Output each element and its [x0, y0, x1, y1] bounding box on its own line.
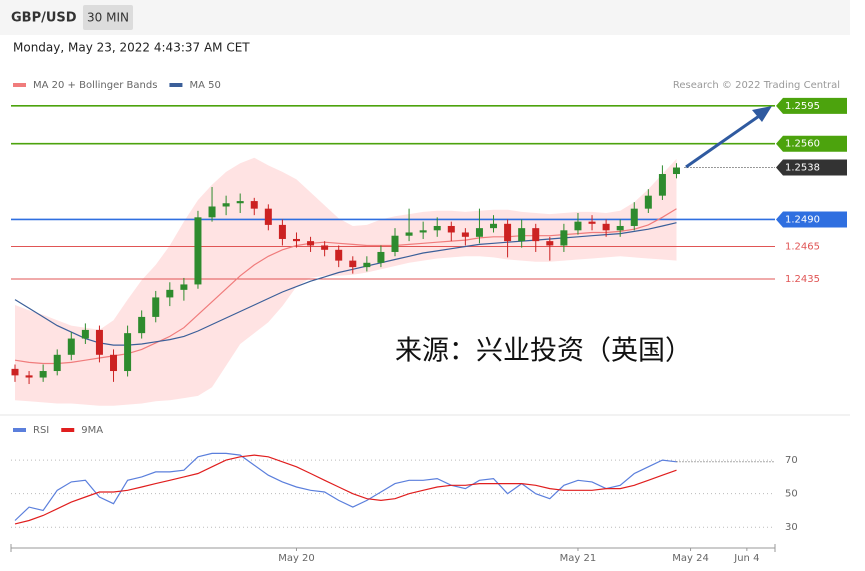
candle-body: [278, 224, 286, 239]
level-tag: [776, 97, 847, 114]
candle-body: [504, 223, 512, 242]
candle-body: [518, 228, 526, 242]
legend-label: MA 50: [189, 80, 220, 91]
candle-body: [208, 206, 216, 218]
candle-body: [658, 174, 666, 196]
candle-body: [180, 284, 188, 290]
candle-body: [560, 230, 568, 246]
interval[interactable]: 30 MIN: [87, 11, 129, 25]
trend-arrow: [685, 112, 763, 169]
candle-body: [672, 167, 680, 175]
candle-body: [433, 225, 441, 231]
x-tick-label: Jun 4: [733, 553, 759, 564]
x-tick-label: May 20: [278, 553, 315, 564]
candle-body: [250, 201, 258, 209]
header-bar: [0, 0, 850, 35]
legend-swatch: [13, 428, 26, 432]
candle-body: [377, 251, 385, 263]
candle-body: [588, 221, 596, 224]
level-label: 1.2595: [785, 101, 820, 112]
candle-body: [616, 225, 624, 231]
candle-body: [110, 354, 118, 372]
candle-body: [124, 333, 132, 372]
candle-body: [292, 238, 300, 242]
candle-body: [546, 241, 554, 246]
candle-body: [419, 230, 427, 233]
x-tick-label: May 24: [672, 553, 709, 564]
indicator-line: [14, 454, 677, 525]
level-tag: [776, 135, 847, 152]
candle-body: [194, 217, 202, 285]
candle-body: [405, 232, 413, 236]
candle-body: [53, 354, 61, 372]
candle-body: [95, 329, 103, 355]
candle-body: [335, 249, 343, 261]
candle-body: [39, 371, 47, 378]
level-label: 1.2538: [785, 163, 820, 174]
candle-body: [236, 201, 244, 204]
credit: Research © 2022 Trading Central: [673, 80, 840, 91]
level-tag: [776, 159, 847, 176]
candle-body: [81, 329, 89, 339]
candle-body: [532, 228, 540, 242]
candle-body: [321, 245, 329, 250]
candle-body: [67, 338, 75, 355]
y-tick-label: 30: [785, 522, 798, 533]
candle-body: [166, 289, 174, 298]
annotation: 来源：兴业投资（英国）: [395, 336, 692, 367]
level-label: 1.2560: [785, 139, 820, 150]
indicator-line: [14, 452, 677, 521]
level-label: 1.2490: [785, 214, 820, 225]
candle-body: [475, 228, 483, 237]
rsi-panel: RSI 9MA 30 50 70 May 20 May 21 May 24 Jun 4: [10, 425, 798, 564]
legend-swatch: [13, 83, 26, 87]
candle-body: [602, 223, 610, 231]
candle-body: [574, 221, 582, 231]
candle-body: [25, 375, 33, 378]
date: Monday, May 23, 2022 4:43:37 AM CET: [13, 41, 250, 55]
candle-body: [461, 232, 469, 237]
candle-body: [349, 260, 357, 268]
candle-body: [391, 235, 399, 252]
level-label: 1.2465: [785, 242, 820, 253]
legend-swatch: [169, 83, 183, 87]
x-tick-label: May 21: [560, 553, 597, 564]
candle-body: [264, 208, 272, 225]
candle-body: [152, 297, 160, 317]
candle-body: [222, 203, 230, 207]
legend-label: 9MA: [81, 425, 103, 436]
interval-chip[interactable]: [83, 5, 133, 30]
legend-label: MA 20 + Bollinger Bands: [33, 80, 157, 91]
candle-body: [490, 223, 498, 229]
level-label: 1.2435: [785, 274, 820, 285]
price-panel: MA 20 + Bollinger Bands MA 50 Research © 2…: [11, 80, 847, 406]
legend-swatch: [61, 428, 75, 432]
candle-body: [11, 368, 19, 376]
candle-body: [644, 195, 652, 209]
symbol[interactable]: GBP/USD: [11, 11, 77, 26]
candle-body: [447, 225, 455, 233]
y-tick-label: 70: [785, 455, 798, 466]
candle-body: [307, 241, 315, 246]
legend-label: RSI: [33, 425, 49, 436]
trend-arrowhead: [752, 106, 772, 122]
y-tick-label: 50: [785, 489, 798, 500]
level-tag: [776, 211, 847, 228]
candle-body: [138, 316, 146, 334]
candle-body: [630, 208, 638, 226]
candle-body: [363, 262, 371, 268]
